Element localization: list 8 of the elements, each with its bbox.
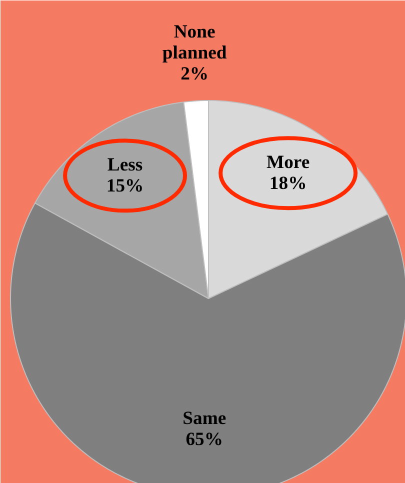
slice-label: None planned: [162, 22, 228, 64]
data-label: 18%: [269, 173, 307, 194]
data-label: 65%: [186, 429, 224, 450]
data-label: 2%: [180, 64, 209, 85]
slice-label: Less: [107, 154, 143, 176]
data-label: 15%: [106, 176, 144, 197]
slice-label: More: [266, 152, 310, 174]
slice-label: Same: [182, 408, 226, 430]
